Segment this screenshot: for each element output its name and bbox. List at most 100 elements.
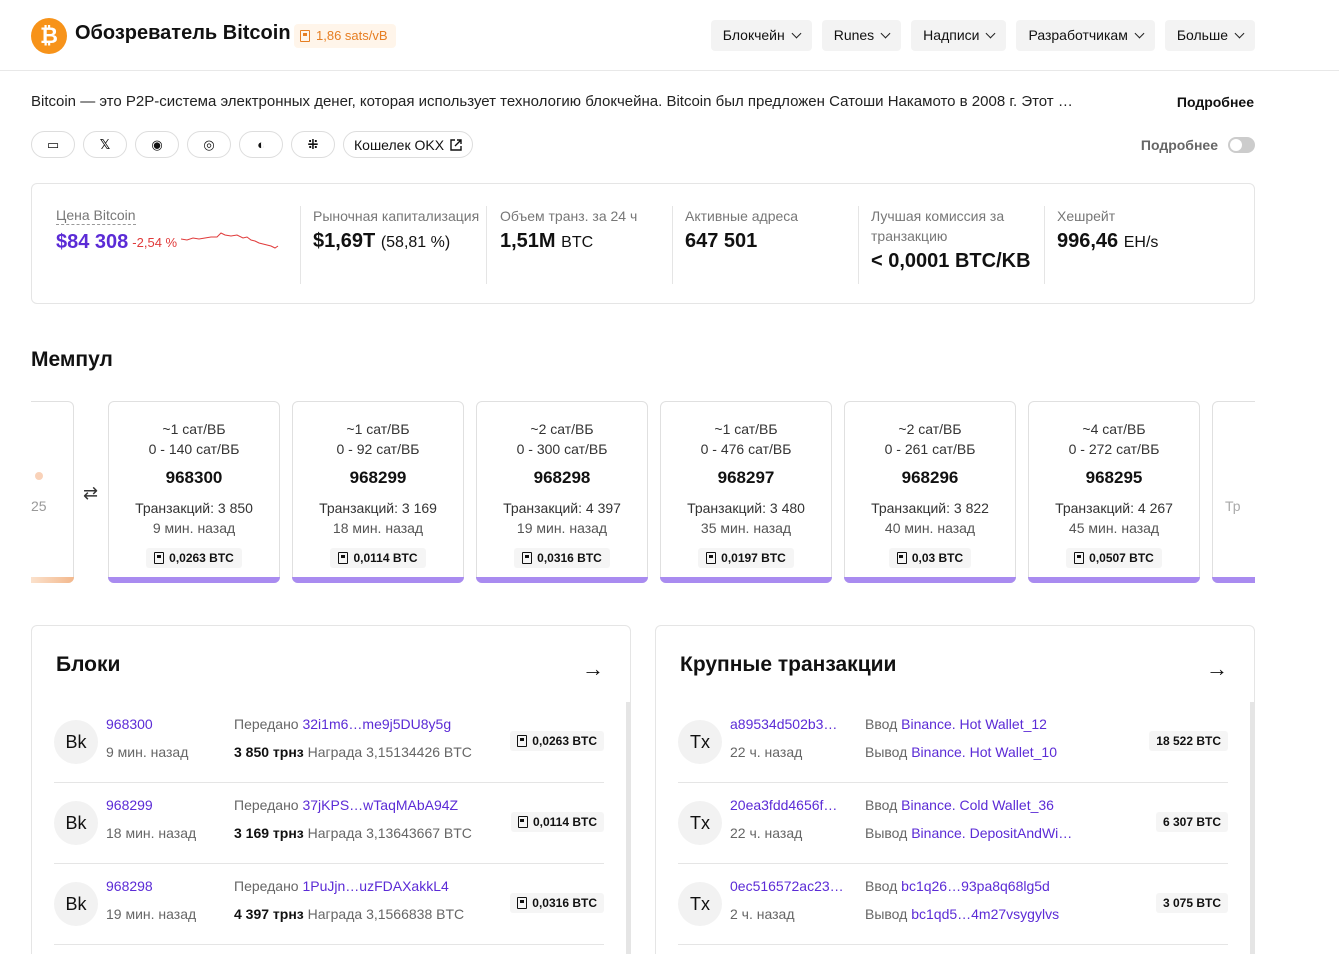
- tx-avatar: Tx: [678, 720, 722, 764]
- output-address-link[interactable]: bc1qd5…4m27vsygylvs: [911, 906, 1060, 922]
- mempool-block-card[interactable]: ~1 сат/ВБ 0 - 476 сат/ВБ 968297 Транзакц…: [660, 401, 832, 583]
- volume-value: 1,51M: [500, 230, 556, 252]
- block-row[interactable]: Bk 968300 9 мин. назад Передано 32i1m6…m…: [54, 702, 604, 783]
- website-icon[interactable]: ▭: [31, 131, 75, 158]
- chevron-down-icon: [986, 28, 996, 39]
- coinmarketcap-icon[interactable]: ◎: [187, 131, 231, 158]
- github-icon[interactable]: ◉: [135, 131, 179, 158]
- block-fee-range: 0 - 92 сат/ВБ: [336, 441, 420, 457]
- transaction-row[interactable]: Tx 0ec516572ac23… 2 ч. назад Ввод bc1q26…: [678, 864, 1228, 945]
- fuel-pump-icon: [517, 897, 528, 909]
- coingecko-icon[interactable]: ◐: [239, 131, 283, 158]
- external-link-icon: [450, 138, 462, 151]
- reward-value: 3,13643667 BTC: [366, 825, 472, 841]
- okx-icon[interactable]: ⁜: [291, 131, 335, 158]
- stat-price: Цена Bitcoin $84 308 -2,54 %: [56, 206, 300, 284]
- output-address-link[interactable]: Binance. Hot Wallet_10: [911, 744, 1058, 760]
- mempool-block-card[interactable]: ~2 сат/ВБ 0 - 261 сат/ВБ 968296 Транзакц…: [844, 401, 1016, 583]
- miner-address-link[interactable]: 37jKPS…wTaqMAbA94Z: [302, 797, 459, 813]
- mempool-block-card[interactable]: ~1 сат/ВБ 0 - 140 сат/ВБ 968300 Транзакц…: [108, 401, 280, 583]
- site-title[interactable]: Обозреватель Bitcoin: [75, 22, 291, 44]
- description-more-link[interactable]: Подробнее: [1176, 94, 1254, 110]
- details-toggle[interactable]: [1228, 137, 1255, 153]
- large-transactions-title: Крупные транзакции: [680, 653, 897, 676]
- transaction-row[interactable]: Tx 20ea3fdd4656f… 22 ч. назад Ввод Binan…: [678, 783, 1228, 864]
- mempool-block-card-partial[interactable]: Тр: [1212, 401, 1255, 583]
- input-address-link[interactable]: bc1q26…93pa8q68lg5d: [901, 878, 1050, 894]
- block-fee-reward: 0,0263 BTC: [146, 548, 242, 568]
- block-time: 9 мин. назад: [106, 744, 189, 760]
- scrollbar[interactable]: [1250, 702, 1254, 954]
- tx-hash-link[interactable]: 0ec516572ac23…: [730, 878, 844, 894]
- fee-rate-value: 1,86 sats/vB: [316, 28, 388, 43]
- block-height-link[interactable]: 968298: [106, 878, 153, 894]
- input-address-link[interactable]: Binance. Hot Wallet_12: [901, 716, 1047, 732]
- block-height: 968295: [1085, 468, 1143, 487]
- market-cap-value: $1,69T: [313, 230, 376, 252]
- arrow-right-icon[interactable]: →: [582, 656, 604, 681]
- block-time: 9 мин. назад: [152, 520, 236, 536]
- volume-label: Объем транз. за 24 ч: [500, 208, 638, 224]
- pending-block-card[interactable]: 25: [31, 401, 74, 583]
- input-address-link[interactable]: Binance. Cold Wallet_36: [901, 797, 1054, 813]
- block-fee-badge: 0,0114 BTC: [510, 812, 604, 832]
- nav-developers[interactable]: Разработчикам: [1016, 20, 1155, 51]
- stat-active-addresses: Активные адреса 647 501: [672, 206, 858, 284]
- x-twitter-icon[interactable]: 𝕏: [83, 131, 127, 158]
- block-fee-reward: 0,0197 BTC: [698, 548, 794, 568]
- block-median-fee: ~2 сат/ВБ: [530, 421, 594, 437]
- fuel-pump-icon: [517, 735, 528, 747]
- block-fee-reward: 0,0114 BTC: [330, 548, 426, 568]
- swap-arrows-icon[interactable]: ⇄: [83, 483, 99, 503]
- best-fee-label: Лучшая комиссия за транзакцию: [871, 208, 1005, 244]
- reward-value: 3,15134426 BTC: [366, 744, 472, 760]
- block-tx-count: Транзакций: 3 480: [687, 500, 805, 516]
- reward-label: Награда: [307, 744, 363, 760]
- nav-runes[interactable]: Runes: [821, 20, 902, 51]
- block-time: 45 мин. назад: [1068, 520, 1160, 536]
- tx-amount-badge: 18 522 BTC: [1149, 731, 1228, 751]
- block-fee-range: 0 - 261 сат/ВБ: [884, 441, 976, 457]
- scrollbar[interactable]: [626, 702, 630, 954]
- hashrate-unit: EH/s: [1123, 234, 1159, 251]
- block-height: 968296: [901, 468, 959, 487]
- block-time: 40 мин. назад: [884, 520, 976, 536]
- partial-block-text: Тр: [1225, 498, 1241, 514]
- output-address-link[interactable]: Binance. DepositAndWi…: [911, 825, 1073, 841]
- tx-hash-link[interactable]: 20ea3fdd4656f…: [730, 797, 838, 813]
- nav-more[interactable]: Больше: [1164, 20, 1255, 51]
- okx-wallet-button[interactable]: Кошелек OKX: [343, 131, 474, 158]
- arrow-right-icon[interactable]: →: [1206, 656, 1228, 681]
- mempool-block-card[interactable]: ~4 сат/ВБ 0 - 272 сат/ВБ 968295 Транзакц…: [1028, 401, 1200, 583]
- fuel-pump-icon: [154, 552, 165, 564]
- block-time: 35 мин. назад: [700, 520, 792, 536]
- transaction-row[interactable]: Tx a89534d502b3… 22 ч. назад Ввод Binanc…: [678, 702, 1228, 783]
- block-fee-reward: 0,0316 BTC: [514, 548, 610, 568]
- block-row[interactable]: Bk 968299 18 мин. назад Передано 37jKPS……: [54, 783, 604, 864]
- miner-address-link[interactable]: 1PuJjn…uzFDAXakkL4: [302, 878, 449, 894]
- price-label[interactable]: Цена Bitcoin: [56, 207, 136, 225]
- tx-amount-badge: 6 307 BTC: [1155, 812, 1228, 832]
- reward-value: 3,1566838 BTC: [366, 906, 465, 922]
- tx-time: 22 ч. назад: [730, 825, 803, 841]
- block-height-link[interactable]: 968300: [106, 716, 153, 732]
- block-tx-count: Транзакций: 3 822: [871, 500, 989, 516]
- mempool-block-card[interactable]: ~2 сат/ВБ 0 - 300 сат/ВБ 968298 Транзакц…: [476, 401, 648, 583]
- social-links: ▭ 𝕏 ◉ ◎ ◐ ⁜ Кошелек OKX: [31, 131, 474, 158]
- nav-inscriptions[interactable]: Надписи: [911, 20, 1007, 51]
- block-row[interactable]: Bk 968298 19 мин. назад Передано 1PuJjn……: [54, 864, 604, 945]
- active-addresses-label: Активные адреса: [685, 208, 799, 224]
- price-change: -2,54 %: [132, 234, 178, 250]
- tx-hash-link[interactable]: a89534d502b3…: [730, 716, 838, 732]
- mempool-block-card[interactable]: ~1 сат/ВБ 0 - 92 сат/ВБ 968299 Транзакци…: [292, 401, 464, 583]
- block-height-link[interactable]: 968299: [106, 797, 153, 813]
- miner-address-link[interactable]: 32i1m6…me9j5DU8y5g: [302, 716, 452, 732]
- details-toggle-label: Подробнее: [1140, 137, 1218, 153]
- stat-hashrate: Хешрейт 996,46 EH/s: [1044, 206, 1230, 284]
- chevron-down-icon: [791, 28, 802, 39]
- fuel-pump-icon: [706, 552, 717, 564]
- nav-blockchain[interactable]: Блокчейн: [710, 20, 812, 51]
- bitcoin-logo-icon[interactable]: ₿: [31, 18, 67, 54]
- volume-unit: BTC: [561, 234, 594, 251]
- pending-dot-icon: [35, 472, 43, 480]
